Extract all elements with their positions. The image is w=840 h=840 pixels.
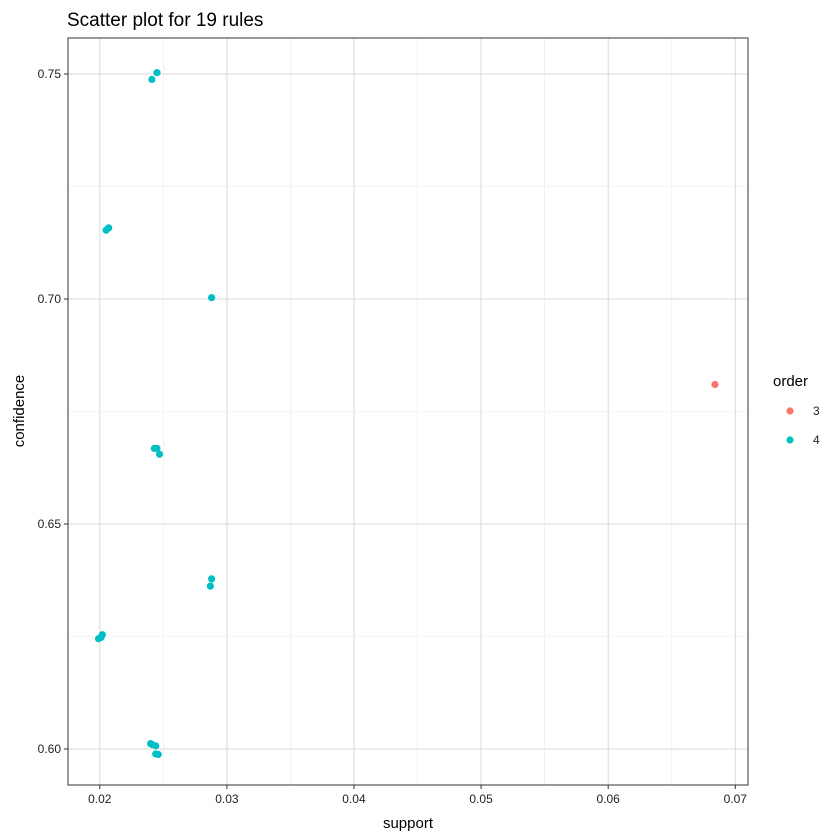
x-tick-label: 0.04 [342,792,366,806]
y-tick-label: 0.65 [38,517,62,531]
data-points [94,69,719,759]
data-point-order-4 [208,294,216,302]
legend-key-3 [786,407,794,415]
data-point-order-4 [94,635,103,643]
x-tick-label: 0.06 [597,792,621,806]
y-axis-label: confidence [11,375,28,448]
legend-items: 34 [786,404,820,447]
chart-title: Scatter plot for 19 rules [67,10,263,31]
data-point-order-4 [155,450,164,458]
data-point-order-4 [208,575,216,583]
data-point-order-4 [153,444,161,452]
data-point-order-4 [102,226,110,234]
data-point-order-4 [153,69,161,77]
data-point-order-4 [206,582,214,590]
plot-panel-border [67,37,749,786]
legend-label-4: 4 [813,433,820,447]
y-axis-ticks: 0.60 0.65 0.70 0.75 [38,67,68,756]
x-tick-label: 0.07 [724,792,748,806]
x-axis-label: support [383,815,434,832]
grid-minor-lines [68,38,748,785]
data-point-order-4 [152,742,160,750]
grid-major-lines [68,38,748,785]
x-tick-label: 0.02 [88,792,112,806]
x-tick-label: 0.03 [215,792,239,806]
legend-label-3: 3 [813,404,820,418]
legend: order 34 [773,373,820,447]
legend-key-4 [786,436,794,444]
y-tick-label: 0.60 [38,742,62,756]
x-tick-label: 0.05 [469,792,493,806]
x-axis-ticks: 0.02 0.03 0.04 0.05 0.06 0.07 [88,785,747,806]
y-tick-label: 0.70 [38,292,62,306]
data-point-order-4 [148,75,156,83]
data-point-order-4 [154,750,162,759]
y-tick-label: 0.75 [38,67,62,81]
data-point-order-3 [711,380,719,389]
legend-title: order [773,373,808,390]
